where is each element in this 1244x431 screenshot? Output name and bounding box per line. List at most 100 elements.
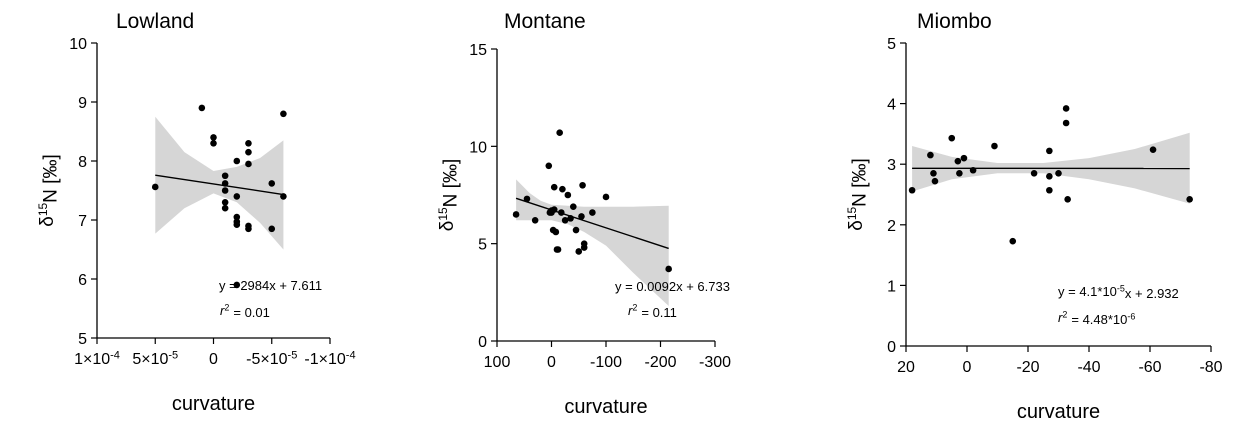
y-tick-label: 10 xyxy=(469,139,487,156)
data-point xyxy=(960,154,968,162)
chart-panel-lowland: Lowland 5 6 7 8 9 10 1×10-4 5×10-5 0 -5×10-5 -1×10-… xyxy=(36,10,356,415)
data-point xyxy=(930,169,937,177)
data-point xyxy=(233,281,241,289)
data-point xyxy=(1009,237,1017,245)
data-point xyxy=(221,172,229,180)
x-tick-label: -200 xyxy=(644,354,676,371)
data-point xyxy=(556,129,563,137)
x-tick-label: -20 xyxy=(1016,359,1039,376)
data-point xyxy=(969,166,977,174)
data-point xyxy=(1186,196,1193,203)
x-axis-label: curvature xyxy=(564,396,647,418)
data-point xyxy=(233,213,241,221)
data-point xyxy=(567,215,574,222)
data-point xyxy=(233,157,241,165)
data-point xyxy=(1046,147,1053,155)
x-tick-label: 20 xyxy=(897,359,915,376)
x-tick-label: -60 xyxy=(1138,359,1161,376)
data-point xyxy=(280,193,287,200)
data-point xyxy=(1064,196,1071,203)
y-tick-label: 0 xyxy=(887,339,896,356)
data-point xyxy=(602,193,610,201)
data-point xyxy=(927,151,934,159)
y-tick-label: 3 xyxy=(887,157,896,174)
x-tick-label: -100 xyxy=(590,354,622,371)
regression-line xyxy=(515,197,669,250)
y-tick-label: 2 xyxy=(887,218,896,235)
x-tick-label: 0 xyxy=(209,351,218,368)
y-tick-label: 6 xyxy=(78,272,87,289)
data-point xyxy=(1062,119,1070,127)
y-tick-label: 5 xyxy=(478,237,487,254)
chart-title: Montane xyxy=(504,10,586,33)
data-point xyxy=(245,160,252,168)
y-tick-label: 15 xyxy=(469,42,487,59)
data-point xyxy=(1046,173,1053,180)
data-point xyxy=(268,225,276,233)
x-tick-label: 5×10-5 xyxy=(132,350,178,369)
x-tick-label: 0 xyxy=(547,354,556,371)
data-point xyxy=(578,213,585,220)
data-point xyxy=(245,148,252,156)
y-tick-label: 10 xyxy=(69,36,87,53)
data-point xyxy=(589,209,596,216)
regression-equation: y = 2984x + 7.611 xyxy=(219,278,322,293)
data-point xyxy=(233,221,241,229)
data-point xyxy=(245,225,252,233)
data-point xyxy=(221,204,229,212)
y-axis-label: δ15N [‰] xyxy=(36,154,62,227)
data-point xyxy=(561,217,569,224)
x-tick-label: -80 xyxy=(1199,359,1222,376)
confidence-band xyxy=(155,116,284,250)
regression-line xyxy=(155,174,284,196)
data-point xyxy=(1030,169,1038,177)
x-axis-label: curvature xyxy=(172,393,255,415)
y-axis-label: δ15N [‰] xyxy=(845,158,871,231)
data-point xyxy=(210,134,217,141)
data-point xyxy=(559,185,566,193)
x-tick-label: -5×10-5 xyxy=(246,350,297,369)
y-axis-label: δ15N [‰] xyxy=(436,159,462,232)
x-tick-label: -300 xyxy=(699,354,731,371)
data-point xyxy=(575,248,583,255)
data-point xyxy=(908,186,916,194)
data-point xyxy=(954,157,962,165)
data-point xyxy=(245,140,252,147)
r-squared: r2 = 4.48*10-6 xyxy=(1058,310,1135,328)
data-point xyxy=(545,162,553,170)
data-point xyxy=(572,226,580,234)
data-point xyxy=(558,209,565,216)
chart-title: Lowland xyxy=(116,10,194,33)
data-point xyxy=(1055,169,1062,177)
data-point xyxy=(1149,146,1157,153)
data-point xyxy=(221,199,229,206)
y-tick-label: 1 xyxy=(887,278,896,295)
data-point xyxy=(931,177,939,185)
data-point xyxy=(268,180,276,187)
x-tick-label: 100 xyxy=(484,354,511,371)
data-point xyxy=(580,244,588,251)
data-point xyxy=(523,195,531,203)
data-point xyxy=(233,193,241,200)
regression-equation: y = 4.1*10-5x + 2.932 xyxy=(1058,284,1179,302)
y-tick-label: 0 xyxy=(478,334,487,351)
data-point xyxy=(570,203,577,210)
x-tick-label: 1×10-4 xyxy=(74,350,120,369)
data-point xyxy=(579,181,586,189)
y-tick-label: 9 xyxy=(78,95,87,112)
data-point xyxy=(531,217,539,224)
x-tick-label: -1×10-4 xyxy=(304,350,355,369)
x-tick-label: -40 xyxy=(1077,359,1100,376)
r-squared: r2 = 0.11 xyxy=(628,303,677,321)
data-point xyxy=(665,265,672,273)
data-point xyxy=(948,134,956,142)
data-point xyxy=(1046,186,1053,194)
y-tick-label: 5 xyxy=(78,331,87,348)
data-point xyxy=(512,211,520,218)
chart-title: Miombo xyxy=(917,10,992,33)
chart-panel-montane: Montane 0 5 10 15 100 0 -100 -200 -300 curvature δ1… xyxy=(436,10,731,418)
data-point xyxy=(221,180,229,187)
data-point xyxy=(552,228,560,236)
